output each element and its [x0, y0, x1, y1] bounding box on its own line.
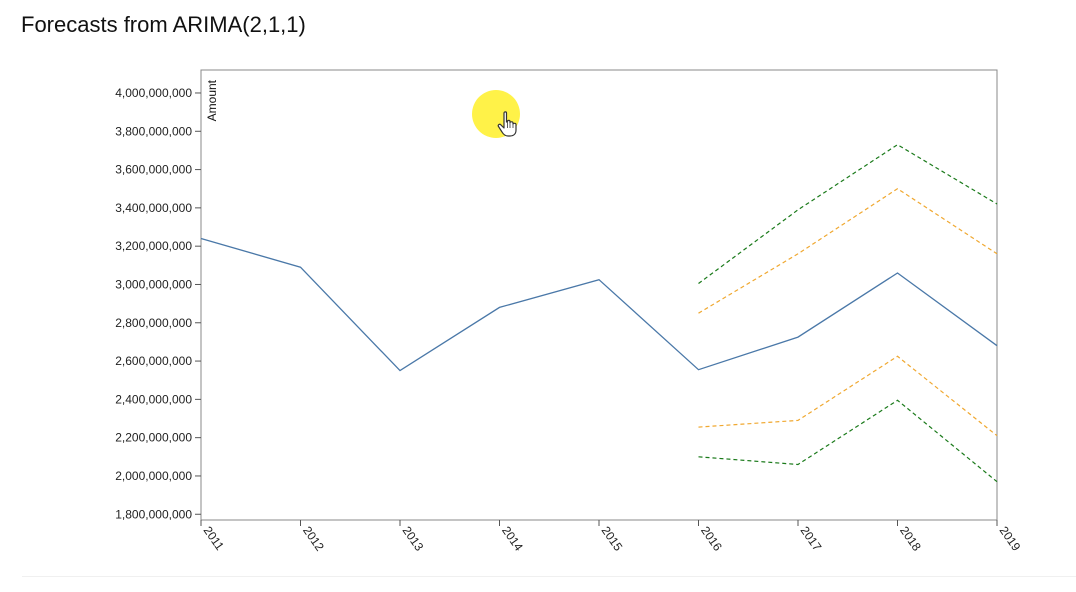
y-tick-label: 2,200,000,000: [115, 431, 192, 445]
x-tick-label: 2013: [400, 524, 427, 554]
y-tick-label: 2,800,000,000: [115, 316, 192, 330]
plot-border: [200, 69, 998, 521]
x-tick-label: 2014: [499, 524, 526, 554]
x-tick-label: 2017: [798, 524, 825, 554]
series-line-upper80: [698, 187, 998, 314]
x-tick-label: 2016: [698, 524, 725, 554]
y-tick-label: 2,600,000,000: [115, 354, 192, 368]
y-axis: 1,800,000,000 2,000,000,000 2,200,000,000 2…: [115, 86, 201, 521]
series-line-observed: [200, 237, 998, 372]
y-tick-label: 3,000,000,000: [115, 277, 192, 291]
x-tick-label: 2011: [201, 524, 227, 553]
y-axis-title: Amount: [205, 79, 219, 121]
plot-frame: [200, 69, 998, 521]
x-tick-label: 2019: [997, 524, 1024, 554]
y-tick-label: 1,800,000,000: [115, 507, 192, 521]
y-tick-label: 3,600,000,000: [115, 163, 192, 177]
y-tick-label: 2,000,000,000: [115, 469, 192, 483]
series-line-upper95: [698, 143, 998, 284]
divider: [22, 576, 1076, 577]
x-axis: 2011 2012 2013 2014 2015 2016 2017 2018 2019: [200, 520, 1024, 554]
series-layer: [200, 143, 998, 483]
x-tick-label: 2012: [300, 524, 327, 554]
series-line-lower80: [698, 355, 998, 437]
x-tick-label: 2018: [897, 524, 924, 554]
y-tick-label: 2,400,000,000: [115, 392, 192, 406]
y-tick-label: 4,000,000,000: [115, 86, 192, 100]
y-tick-label: 3,400,000,000: [115, 201, 192, 215]
y-tick-label: 3,200,000,000: [115, 239, 192, 253]
hand-pointer-icon: [497, 111, 517, 137]
y-tick-label: 3,800,000,000: [115, 124, 192, 138]
chart-title: Forecasts from ARIMA(2,1,1): [21, 12, 306, 37]
series-line-lower95: [698, 399, 998, 483]
x-tick-label: 2015: [599, 524, 626, 554]
